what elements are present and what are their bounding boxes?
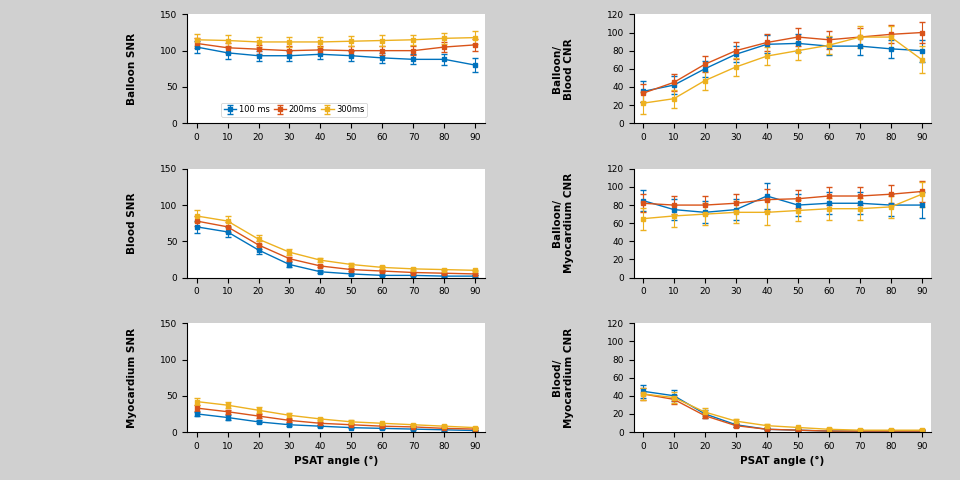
Y-axis label: Myocardium SNR: Myocardium SNR: [127, 327, 136, 428]
X-axis label: PSAT angle (°): PSAT angle (°): [294, 456, 378, 467]
X-axis label: PSAT angle (°): PSAT angle (°): [740, 456, 825, 467]
Y-axis label: Balloon SNR: Balloon SNR: [127, 33, 136, 105]
Y-axis label: Blood/
Myocardium CNR: Blood/ Myocardium CNR: [552, 327, 574, 428]
Y-axis label: Balloon/
Myocardium CNR: Balloon/ Myocardium CNR: [552, 173, 574, 273]
Y-axis label: Blood SNR: Blood SNR: [127, 192, 136, 254]
Y-axis label: Balloon/
Blood CNR: Balloon/ Blood CNR: [552, 38, 574, 99]
Legend: 100 ms, 200ms, 300ms: 100 ms, 200ms, 300ms: [221, 103, 367, 117]
